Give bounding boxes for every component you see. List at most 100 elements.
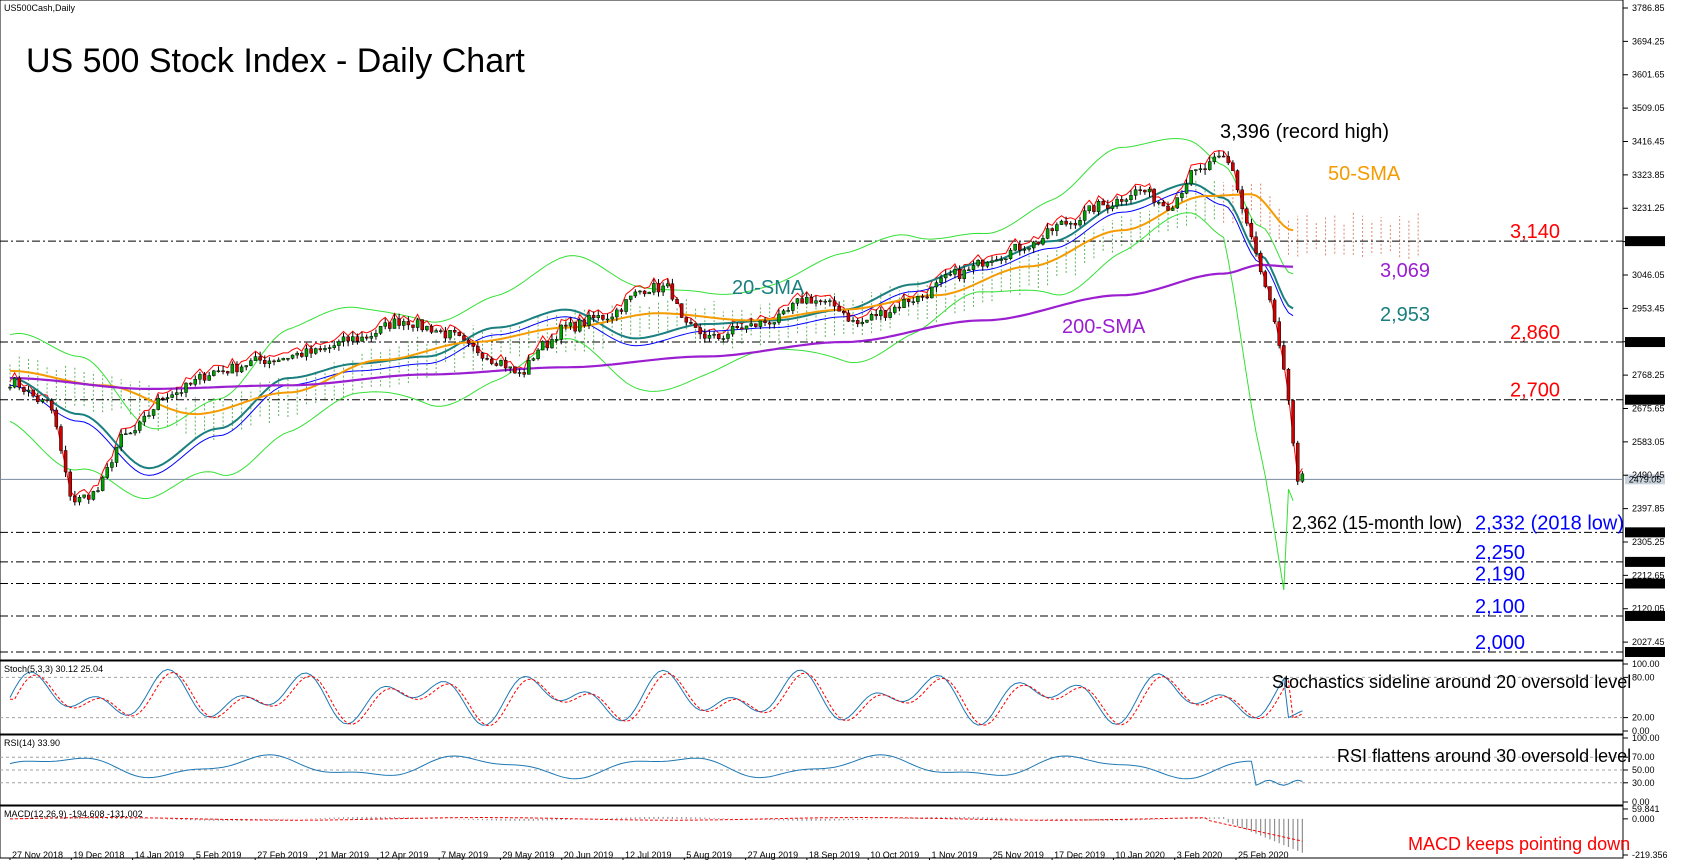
y-tick-label: 2583.05 [1632,437,1665,447]
y-tick-label: 3138.65 [1632,237,1665,247]
candle-body [1198,168,1203,170]
x-tick-label: 5 Aug 2019 [686,850,732,860]
candle-body [823,300,828,303]
candle-body [1212,156,1217,162]
candle-body [855,320,860,325]
candle-body [411,324,415,328]
candle-body [202,374,207,381]
candle-body [939,277,943,283]
candle-body [638,290,642,293]
candle-body [1022,249,1027,251]
candle-body [962,269,966,279]
level-label: 2,860 [1510,322,1560,344]
candle-body [12,377,17,388]
level-label: 2,700 [1510,380,1560,402]
candle-body [216,370,221,373]
y-tick-label: 2212.65 [1632,570,1665,580]
candle-body [267,360,272,364]
candle-body [392,318,397,329]
candle-body [1180,193,1184,198]
candle-body [1064,220,1068,225]
osc-y-tick-label: 70.00 [1632,752,1655,762]
candle-body [763,320,767,323]
candle-body [17,377,22,388]
candle-body [596,315,601,319]
candle-body [554,339,559,341]
level-price-box [1625,394,1665,405]
candle-body [207,375,211,381]
candle-body [1138,189,1142,191]
candle-body [809,296,814,304]
candle-body [188,382,193,385]
candle-body [161,397,165,400]
candle-body [337,341,341,346]
candle-body [744,325,749,330]
macd-label: MACD(12,26,9) -194.608 -131.002 [4,809,143,819]
candle-body [388,322,392,329]
candle-body [846,312,851,322]
sma20-value-label: 2,953 [1380,304,1430,326]
candle-body [351,336,355,342]
candle-body [1263,271,1268,287]
candle-body [253,356,258,361]
candle-body [605,318,610,321]
candle-body [212,370,216,376]
candle-body [916,296,920,302]
osc-y-tick-label: 0.00 [1632,797,1650,807]
candle-body [1143,189,1147,193]
candle-body [786,310,790,312]
candle-body [1096,201,1101,212]
candle-body [258,356,262,361]
candle-body [378,325,383,334]
current-price-box [1625,474,1665,485]
candle-body [1147,188,1152,193]
candle-body [735,325,739,329]
candle-body [68,471,72,497]
osc-main-line [9,754,1303,786]
candle-body [499,360,503,366]
candle-body [290,354,295,359]
candle-body [230,363,235,374]
level-price-box-text: 2190.00 [1629,579,1662,589]
candle-body [374,333,378,337]
y-tick-label: 2120.05 [1632,604,1665,614]
date-axis: 27 Nov 2018 19 Dec 2018 14 Jan 2019 5 Feb 2… [9,850,1289,860]
candle-body [1184,183,1189,194]
candle-body [406,321,411,326]
y-tick-label: 3786.85 [1632,3,1665,13]
candle-body [814,300,818,304]
candle-body [36,395,40,403]
candle-body [165,397,170,400]
candle-body [902,298,906,308]
candle-body [420,319,425,331]
x-tick-label: 10 Oct 2019 [870,850,919,860]
candle-body [953,269,957,275]
candle-body [661,285,665,293]
candle-body [332,345,336,348]
candle-body [151,409,156,416]
candle-body [1036,241,1041,245]
candle-body [943,274,948,279]
candle-body [804,296,809,304]
candle-body [869,313,874,321]
record-high-label: 3,396 (record high) [1220,121,1389,143]
candle-body [1226,156,1230,164]
candle-body [124,433,128,435]
sma200-value-label: 3,069 [1380,260,1430,282]
y-tick-label: 2953.45 [1632,303,1665,313]
candle-body [879,310,883,317]
macd-y-tick-label: 59.841 [1632,804,1660,814]
candle-body [1018,243,1022,251]
candle-body [906,298,911,303]
candle-body [675,298,679,304]
candle-body [489,358,494,364]
level-price-box-text: 2000.00 [1629,647,1662,657]
candle-body [716,334,721,339]
candle-body [818,300,823,303]
candle-body [897,306,902,309]
candle-body [615,309,619,318]
sma50-line [9,193,1294,416]
candle-body [73,495,77,503]
candle-body [730,325,735,335]
